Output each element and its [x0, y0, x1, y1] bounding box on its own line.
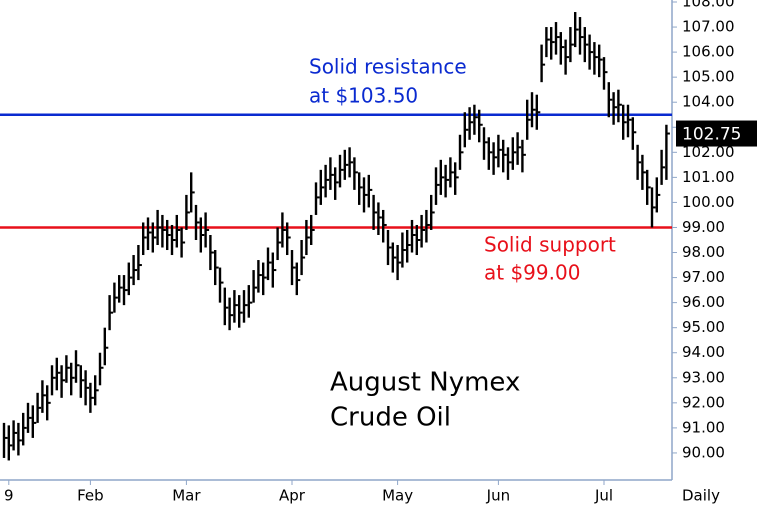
annotation: Solid resistance: [309, 55, 467, 79]
y-tick-label: 93.00: [682, 368, 725, 386]
last-price-box: [676, 120, 757, 147]
y-tick-label: 106.00: [682, 43, 735, 61]
y-tick-label: 104.00: [682, 93, 735, 111]
y-tick-label: 101.00: [682, 168, 735, 186]
y-tick-label: 105.00: [682, 68, 735, 86]
x-tick-label: Feb: [77, 487, 104, 505]
x-tick-label: Jun: [486, 487, 510, 505]
x-tick-label: Jul: [594, 487, 613, 505]
y-tick-label: 96.00: [682, 293, 725, 311]
annotation: at $99.00: [484, 261, 580, 285]
x-tick-label: May: [382, 487, 413, 505]
y-tick-label: 90.00: [682, 443, 725, 461]
chart-subtitle: Crude Oil: [330, 403, 451, 433]
y-tick-label: 99.00: [682, 218, 725, 236]
y-tick-label: 108.00: [682, 0, 735, 11]
y-tick-label: 97.00: [682, 268, 725, 286]
y-tick-label: 98.00: [682, 243, 725, 261]
y-tick-label: 102.00: [682, 143, 735, 161]
x-tick-label: Apr: [279, 487, 306, 505]
y-tick-label: 94.00: [682, 343, 725, 361]
x-tick-label: Mar: [172, 487, 201, 505]
chart-title: August Nymex: [330, 368, 520, 398]
y-tick-label: 95.00: [682, 318, 725, 336]
y-tick-label: 107.00: [682, 18, 735, 36]
annotation: Solid support: [484, 233, 616, 257]
x-axis-label: Daily: [682, 487, 720, 505]
x-tick-label: 9: [4, 487, 14, 505]
annotation: at $103.50: [309, 84, 418, 108]
y-tick-label: 91.00: [682, 418, 725, 436]
y-tick-label: 100.00: [682, 193, 735, 211]
y-tick-label: 92.00: [682, 393, 725, 411]
last-price-label: 102.75: [682, 125, 741, 145]
